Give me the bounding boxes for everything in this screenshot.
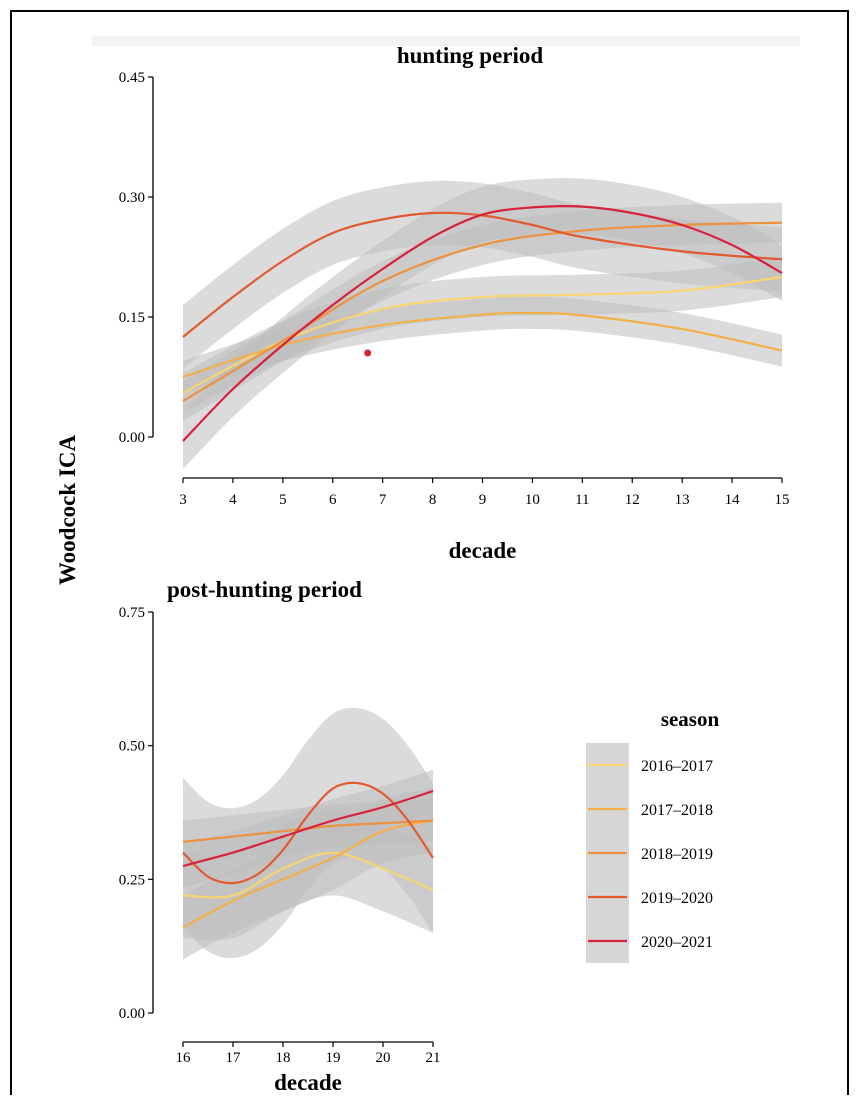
panel-hunting: hunting period 0.00 0.15 0.30 0.45 3 4 5 6 7 8 9 10 1… [92, 36, 800, 563]
x-tick-label: 13 [675, 492, 690, 508]
legend: season 2016–2017 2017–2018 2018–2019 2019–20… [586, 707, 719, 963]
series-line-2019–2020 [182, 211, 783, 338]
y-axis-label: Woodcock ICA [55, 435, 80, 586]
x-tick-label: 12 [625, 492, 640, 508]
series-line-2019–2020 [182, 781, 434, 885]
series-line-2020–2021 [182, 790, 434, 868]
x-tick-label: 4 [229, 492, 237, 508]
x-tick-label: 8 [429, 492, 437, 508]
x-tick-label: 17 [226, 1050, 242, 1066]
panel-title: post-hunting period [167, 577, 362, 602]
legend-title: season [661, 707, 720, 731]
legend-item-label: 2017–2018 [641, 802, 713, 819]
y-tick-label: 0.00 [119, 430, 145, 446]
y-tick-label: 0.15 [119, 310, 145, 326]
x-tick-label: 20 [376, 1050, 391, 1066]
ribbon-2016–2017 [183, 257, 782, 413]
y-tick-label: 0.75 [119, 605, 145, 621]
x-tick-label: 16 [176, 1050, 192, 1066]
x-tick-label: 9 [479, 492, 487, 508]
panel-post-hunting: post-hunting period 0.00 0.25 0.50 0.75 16 17 1… [119, 577, 441, 1095]
x-axis-label: decade [274, 1070, 342, 1095]
x-tick-label: 21 [426, 1050, 441, 1066]
x-tick-label: 3 [179, 492, 187, 508]
x-axis-label: decade [449, 538, 517, 563]
legend-item-label: 2020–2021 [641, 934, 713, 951]
y-tick-label: 0.45 [119, 70, 145, 86]
y-tick-label: 0.30 [119, 190, 145, 206]
x-tick-label: 18 [276, 1050, 291, 1066]
panel-title: hunting period [397, 43, 544, 68]
y-tick-label: 0.50 [119, 739, 145, 755]
x-tick-label: 14 [725, 492, 741, 508]
legend-item-label: 2018–2019 [641, 846, 713, 863]
series-line-2016–2017 [182, 851, 434, 899]
legend-item-label: 2016–2017 [641, 758, 713, 775]
ribbon-2020–2021 [183, 178, 782, 469]
facet-strip [92, 36, 800, 46]
x-tick-label: 10 [525, 492, 540, 508]
series-line-2017–2018 [182, 819, 434, 929]
y-tick-label: 0.00 [119, 1006, 145, 1022]
data-point [364, 349, 372, 357]
x-tick-label: 7 [379, 492, 387, 508]
figure-frame [10, 10, 849, 1095]
x-tick-label: 11 [575, 492, 589, 508]
x-tick-label: 6 [329, 492, 337, 508]
x-tick-label: 19 [326, 1050, 341, 1066]
x-tick-label: 15 [775, 492, 790, 508]
y-tick-label: 0.25 [119, 872, 145, 888]
x-tick-label: 5 [279, 492, 287, 508]
series-line-2020–2021 [182, 205, 783, 442]
legend-item-label: 2019–2020 [641, 890, 713, 907]
